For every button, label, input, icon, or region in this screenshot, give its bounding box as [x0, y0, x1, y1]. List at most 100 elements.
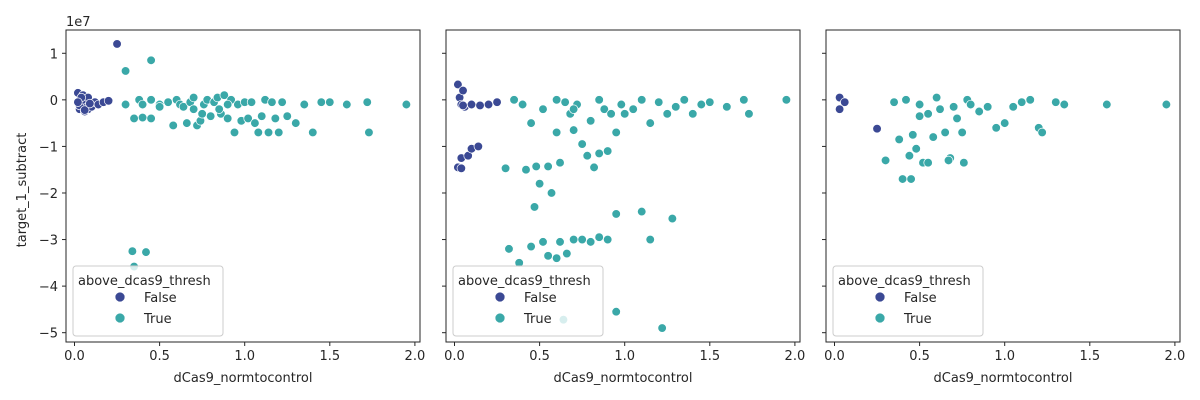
legend-box	[832, 265, 984, 337]
data-point-false	[492, 97, 502, 107]
data-point-true	[401, 99, 412, 110]
data-point-true	[364, 127, 374, 138]
data-point-true	[551, 253, 562, 263]
data-point-true	[538, 237, 548, 247]
data-point-true	[904, 151, 915, 161]
data-point-true	[308, 127, 318, 138]
data-point-false	[872, 124, 882, 134]
data-point-true	[568, 104, 579, 114]
legend-entry: False	[524, 291, 557, 306]
data-point-true	[257, 111, 267, 121]
data-point-true	[154, 102, 165, 112]
data-point-true	[696, 99, 706, 110]
data-point-true	[594, 148, 604, 159]
legend-marker	[114, 312, 126, 324]
x-tick-label: 2.0	[1165, 349, 1186, 364]
x-tick-label: 2.0	[785, 349, 806, 364]
data-point-true	[146, 55, 156, 65]
y-tick-label: −2	[39, 187, 58, 202]
x-tick-label: 0.0	[64, 349, 85, 364]
data-point-false	[453, 79, 463, 90]
data-point-true	[940, 127, 950, 138]
data-point-true	[1059, 99, 1069, 110]
scatter-panel-1: 1e7 target_1_subtract 0.0 0.5 1.0 1.5 2.0 1 0 −…	[15, 15, 425, 386]
data-point-true	[534, 179, 545, 189]
data-point-false	[834, 104, 845, 114]
data-point-true	[568, 234, 579, 245]
data-point-true	[551, 127, 562, 138]
data-point-true	[538, 104, 548, 114]
data-point-true	[163, 97, 173, 107]
data-point-true	[586, 116, 596, 126]
data-point-true	[137, 112, 148, 123]
x-tick-label: 2.0	[405, 349, 426, 364]
x-tick-label: 0.0	[444, 349, 465, 364]
data-point-true	[517, 99, 528, 110]
data-point-true	[291, 118, 301, 128]
legend-entry: True	[903, 312, 932, 327]
data-point-true	[991, 123, 1001, 133]
data-point-true	[603, 146, 613, 156]
data-point-true	[948, 102, 959, 112]
data-point-true	[299, 99, 309, 110]
data-point-true	[1051, 97, 1061, 107]
data-point-true	[120, 99, 131, 110]
data-point-true	[889, 97, 899, 107]
data-point-true	[620, 109, 630, 119]
data-point-true	[901, 95, 911, 105]
data-point-true	[263, 127, 274, 138]
x-tick-label: 1.0	[614, 349, 635, 364]
data-point-false	[103, 96, 114, 106]
x-tick-label: 0.5	[909, 349, 930, 364]
legend-marker	[114, 291, 126, 303]
data-point-true	[246, 97, 257, 107]
data-point-true	[178, 102, 189, 112]
data-point-true	[146, 95, 156, 105]
data-point-true	[1017, 97, 1027, 107]
x-axis-label: dCas9_normtocontrol	[174, 371, 313, 386]
data-point-true	[531, 161, 541, 172]
y-offset-label: 1e7	[66, 15, 91, 30]
data-point-true	[894, 134, 904, 145]
data-point-true	[935, 104, 945, 114]
data-point-true	[667, 213, 678, 224]
data-point-true	[781, 95, 792, 105]
y-tick-label: 0	[50, 94, 58, 109]
data-point-true	[526, 241, 536, 252]
data-point-true	[1000, 118, 1010, 128]
data-point-true	[914, 111, 925, 121]
data-point-true	[645, 118, 655, 128]
data-point-true	[744, 109, 754, 119]
data-point-true	[551, 95, 562, 105]
x-tick-label: 0.5	[149, 349, 170, 364]
data-point-true	[959, 158, 969, 168]
data-point-true	[943, 155, 954, 166]
x-tick-label: 0.0	[824, 349, 845, 364]
data-point-true	[906, 174, 916, 184]
data-point-true	[214, 104, 224, 114]
data-point-true	[611, 209, 621, 219]
data-point-true	[611, 307, 621, 317]
data-point-true	[562, 248, 572, 259]
legend-title: above_dcas9_thresh	[78, 274, 211, 289]
data-point-true	[243, 113, 253, 124]
plot-frame	[445, 29, 801, 343]
data-point-true	[282, 111, 292, 121]
data-point-true	[637, 206, 647, 217]
data-point-false	[458, 85, 468, 96]
x-axis-label: dCas9_normtocontrol	[554, 371, 693, 386]
data-point-false	[80, 105, 90, 115]
data-point-true	[568, 125, 579, 135]
data-point-true	[611, 127, 621, 138]
data-point-true	[526, 118, 536, 128]
data-point-true	[168, 120, 178, 131]
legend-marker	[874, 312, 886, 324]
data-point-true	[966, 99, 976, 110]
data-point-true	[197, 109, 207, 119]
data-point-true	[594, 95, 604, 105]
data-point-true	[606, 109, 616, 119]
x-tick-label: 1.5	[699, 349, 720, 364]
data-point-true	[577, 139, 587, 149]
data-point-false	[466, 99, 477, 110]
data-point-true	[529, 202, 540, 212]
